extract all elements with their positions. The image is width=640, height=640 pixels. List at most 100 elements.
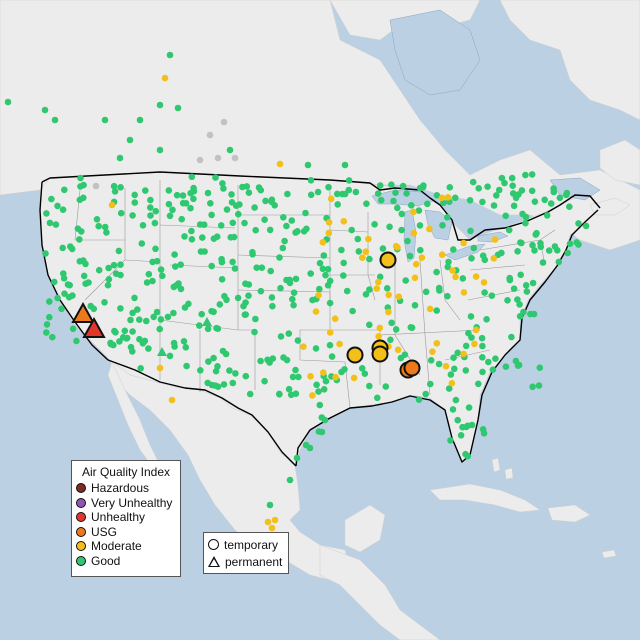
good-station-marker <box>516 313 524 320</box>
good-station-marker <box>221 292 228 300</box>
good-station-marker <box>95 222 102 230</box>
good-station-marker <box>361 370 369 378</box>
good-station-marker <box>292 366 299 374</box>
temporary-monitor-marker[interactable] <box>403 359 421 377</box>
temporary-monitor-marker[interactable] <box>379 251 397 269</box>
us-mexico-border <box>107 359 297 467</box>
good-station-marker <box>287 391 295 399</box>
good-station-marker <box>166 212 174 220</box>
good-station-marker <box>543 212 551 219</box>
good-station-marker <box>529 279 537 287</box>
good-station-marker <box>376 182 384 189</box>
good-station-marker <box>212 367 220 375</box>
temporary-monitor-marker[interactable] <box>371 345 389 363</box>
good-station-marker <box>276 254 283 261</box>
no-data-station-marker <box>214 154 222 162</box>
good-station-marker <box>54 202 61 210</box>
good-station-marker <box>220 185 227 192</box>
good-station-marker <box>575 241 582 248</box>
good-station-marker <box>303 225 310 233</box>
good-station-marker <box>447 371 455 378</box>
good-station-marker <box>147 204 154 211</box>
newfoundland-land <box>599 139 640 186</box>
good-station-marker <box>177 285 185 293</box>
good-station-marker <box>334 201 342 208</box>
good-station-marker <box>343 287 351 295</box>
good-station-marker <box>464 452 472 460</box>
good-station-marker <box>129 348 136 355</box>
good-station-marker <box>173 282 180 289</box>
good-station-marker <box>241 311 249 319</box>
good-station-marker <box>444 214 451 221</box>
good-station-marker <box>286 476 294 484</box>
good-station-marker <box>462 342 470 350</box>
good-station-marker <box>522 219 529 227</box>
permanent-monitor-marker[interactable] <box>71 301 95 323</box>
good-station-marker <box>326 341 334 349</box>
good-station-marker <box>427 380 434 388</box>
moderate-station-marker <box>448 379 456 387</box>
good-station-marker <box>43 321 51 328</box>
good-station-marker <box>445 385 453 392</box>
elevated-aqi-markers[interactable] <box>71 251 421 379</box>
good-station-marker <box>545 247 553 254</box>
unhealthy-swatch <box>76 512 86 523</box>
good-station-marker <box>312 345 320 352</box>
good-station-marker <box>242 372 250 380</box>
good-station-marker <box>475 380 482 388</box>
good-station-marker <box>349 307 356 315</box>
good-station-marker <box>407 324 415 331</box>
moderate-station-marker <box>376 324 384 332</box>
good-station-marker <box>563 189 571 197</box>
good-station-marker <box>531 198 539 205</box>
good-station-marker <box>304 161 312 169</box>
good-station-marker <box>371 221 378 228</box>
good-station-marker <box>516 301 523 308</box>
good-station-marker <box>67 243 74 250</box>
good-station-marker <box>447 437 454 444</box>
good-station-marker <box>307 177 315 184</box>
good-station-marker <box>502 363 510 371</box>
good-station-marker <box>320 252 328 259</box>
good-station-marker <box>508 333 515 341</box>
good-station-marker <box>138 240 146 247</box>
good-station-marker <box>387 336 394 344</box>
good-station-marker <box>322 271 329 279</box>
hispaniola-land <box>547 504 591 523</box>
moderate-station-marker <box>331 315 339 323</box>
moderate-station-marker <box>264 518 272 526</box>
good-station-marker <box>276 391 283 398</box>
good-station-marker <box>73 337 80 345</box>
good-station-marker <box>245 292 252 300</box>
good-station-marker <box>180 338 188 345</box>
moderate-station-marker <box>307 373 314 380</box>
no-data-stations <box>92 118 239 190</box>
good-station-marker <box>445 258 452 266</box>
good-station-marker <box>43 329 50 336</box>
good-station-marker <box>207 200 214 207</box>
legend-item-good: Good <box>72 554 180 569</box>
good-station-marker <box>212 174 219 181</box>
good-station-marker <box>253 264 260 272</box>
good-station-marker <box>401 351 409 359</box>
good-station-marker <box>129 328 136 335</box>
good-station-marker <box>528 171 536 178</box>
good-station-marker <box>231 265 239 272</box>
good-station-marker <box>366 255 373 263</box>
good-station-marker <box>235 210 242 218</box>
good-station-marker <box>105 276 113 283</box>
good-station-marker <box>354 235 362 243</box>
moderate-station-marker <box>336 340 343 348</box>
permanent-monitor-marker[interactable] <box>82 316 106 338</box>
moderate-station-marker <box>320 369 327 376</box>
good-station-marker <box>110 261 118 269</box>
good-station-marker <box>355 248 363 255</box>
good-station-marker <box>110 182 118 190</box>
moderate-station-marker <box>359 254 366 261</box>
good-station-marker <box>462 367 470 374</box>
good-station-marker <box>416 222 424 229</box>
good-station-marker <box>341 161 349 169</box>
temporary-label: temporary <box>224 537 279 552</box>
temporary-monitor-marker[interactable] <box>346 346 364 364</box>
good-station-marker <box>427 357 435 364</box>
